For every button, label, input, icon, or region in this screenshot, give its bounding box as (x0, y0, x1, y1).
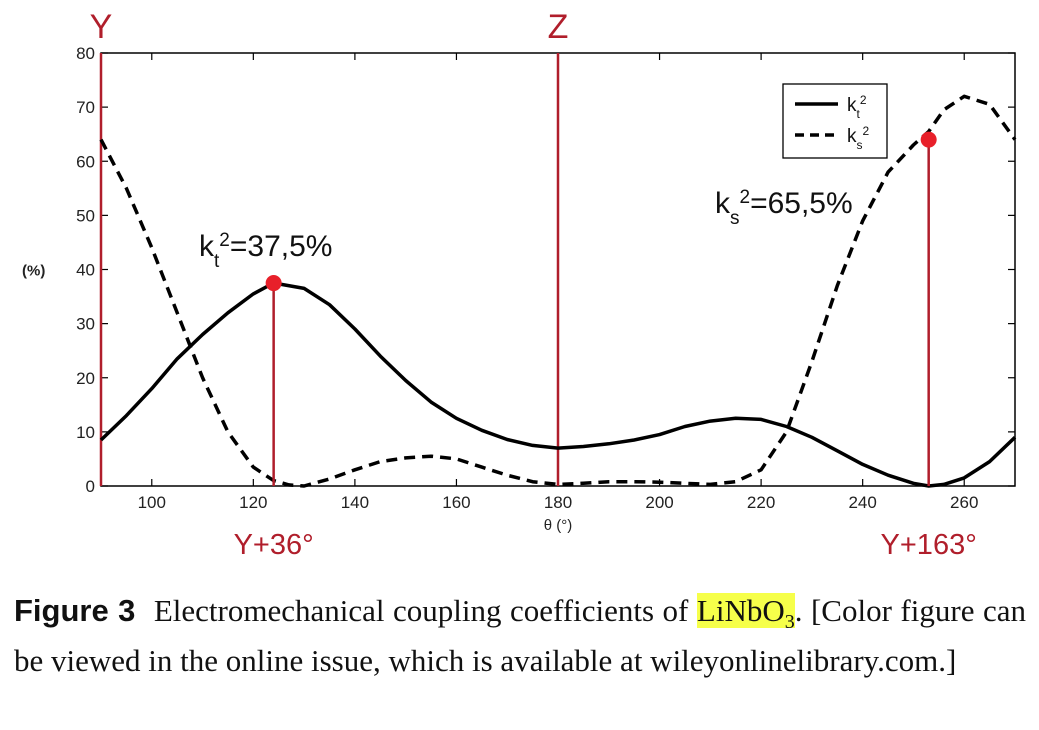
caption-formula-sub: 3 (784, 611, 795, 633)
x-tick-label: 180 (544, 493, 572, 512)
x-tick-label: 220 (747, 493, 775, 512)
labels-group: Y Z Y+36° kt2=37,5% Y+163° ks2=65,5% (90, 8, 977, 561)
legend-label-kt2: kt2 (847, 93, 867, 121)
x-tick-label: 240 (848, 493, 876, 512)
caption-text-after: . [Color figure can be viewed in the onl… (14, 593, 1026, 678)
marker-annotation: kt2=37,5% (199, 230, 332, 272)
y-tick-label: 20 (76, 369, 95, 388)
reference-lines (99, 53, 560, 486)
figure-caption: Figure 3 Electromechanical coupling coef… (14, 588, 1026, 684)
top-label-z: Z (548, 8, 569, 46)
y-tick-label: 60 (76, 152, 95, 171)
x-tick-label: 140 (341, 493, 369, 512)
chart: 100 120 140 160 180 200 220 240 260 0 10 20 30 40 50 60… (22, 8, 1017, 561)
x-tick-label: 200 (645, 493, 673, 512)
caption-formula: LiNbO (696, 593, 785, 628)
series-kt2-line (99, 281, 1017, 488)
y-tick-label: 10 (76, 423, 95, 442)
y-tick-label: 70 (76, 98, 95, 117)
y-tick-label: 50 (76, 206, 95, 225)
x-tick-label: 100 (138, 493, 166, 512)
x-axis-label: θ (°) (544, 517, 573, 534)
y-tick-label: 80 (76, 44, 95, 63)
y-tick-label: 30 (76, 315, 95, 334)
marker-bottom-label: Y+163° (881, 529, 977, 561)
y-axis-label: (%) (22, 263, 45, 280)
marker-point (265, 275, 282, 292)
x-tick-label: 120 (239, 493, 267, 512)
caption-highlight: LiNbO3 (696, 593, 795, 633)
x-tick-label: 160 (442, 493, 470, 512)
series-group (99, 94, 1017, 488)
x-tick-label: 260 (950, 493, 978, 512)
marker-point (920, 131, 937, 148)
y-tick-label: 0 (86, 477, 95, 496)
caption-label: Figure 3 (14, 593, 136, 628)
legend-box (782, 83, 888, 159)
caption-text-before: Electromechanical coupling coefficients … (153, 593, 697, 628)
series-ks2-line (99, 94, 1017, 488)
marker-bottom-label: Y+36° (234, 529, 314, 561)
markers-group (265, 131, 937, 486)
top-label-y: Y (90, 8, 113, 46)
legend-label-ks2: ks2 (847, 124, 870, 152)
marker-annotation: ks2=65,5% (715, 187, 853, 229)
y-tick-label: 40 (76, 261, 95, 280)
